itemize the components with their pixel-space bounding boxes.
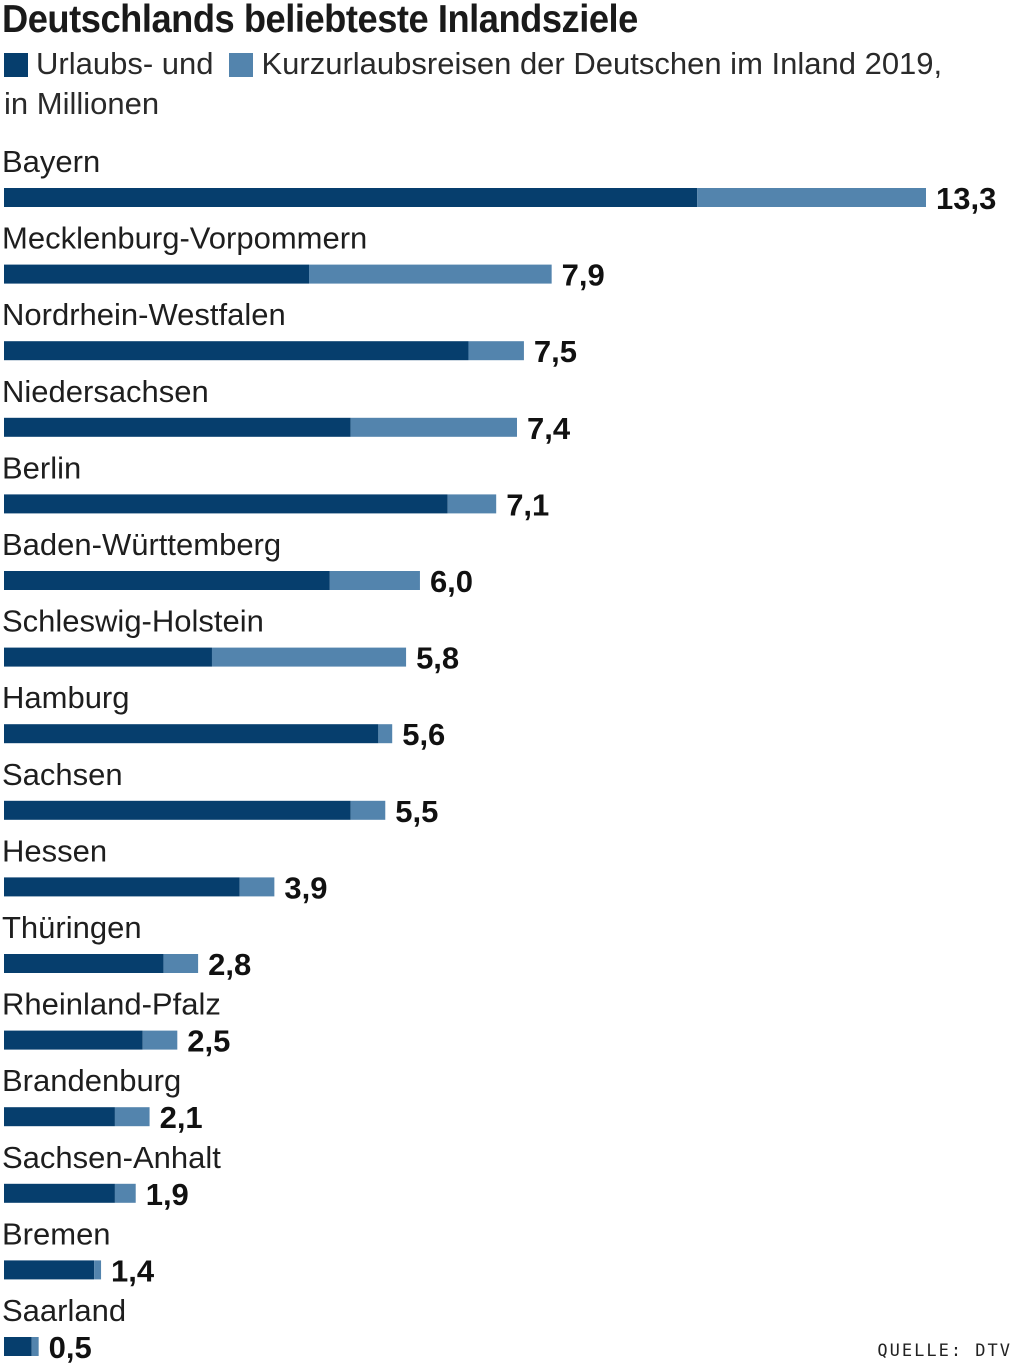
value-label-thueringen: 2,8 [208,947,251,982]
bar-urlaub-berlin [4,494,448,514]
bar-urlaub-thueringen [4,954,164,973]
category-label-bremen: Bremen [2,1216,111,1251]
bar-kurzurlaub-bayern [697,188,926,207]
bar-urlaub-bremen [4,1260,95,1280]
bar-urlaub-brandenburg [4,1107,115,1127]
bar-kurzurlaub-nordrhein-westfalen [468,341,524,361]
bar-kurzurlaub-berlin [447,494,497,514]
value-label-sachsen-anhalt: 1,9 [146,1177,189,1212]
value-label-schleswig-holstein: 5,8 [416,641,459,676]
bar-kurzurlaub-rheinland-pfalz [142,1030,178,1050]
bar-urlaub-schleswig-holstein [4,647,212,667]
value-label-nordrhein-westfalen: 7,5 [534,334,577,369]
category-label-niedersachsen: Niedersachsen [2,374,209,409]
bar-kurzurlaub-baden-wuerttemberg [329,571,420,590]
value-label-niedersachsen: 7,4 [527,411,571,446]
legend: Urlaubs- und Kurzurlaubsreisen der Deutsc… [4,44,1004,124]
legend-label-kurzurlaub: Kurzurlaubsreisen der Deutschen im Inlan… [261,46,943,81]
category-label-brandenburg: Brandenburg [2,1063,181,1098]
bar-kurzurlaub-niedersachsen [350,417,517,437]
bar-kurzurlaub-mecklenburg-vorpommern [309,264,552,284]
bar-kurzurlaub-bremen [94,1260,102,1280]
bar-urlaub-sachsen [4,800,351,820]
bar-urlaub-hamburg [4,724,379,744]
legend-item-kurzurlaub: Kurzurlaubsreisen der Deutschen im Inlan… [229,46,942,81]
bar-kurzurlaub-schleswig-holstein [211,647,407,667]
bar-kurzurlaub-thueringen [163,954,199,973]
chart-title: Deutschlands beliebteste Inlandsziele [2,0,638,41]
bar-urlaub-sachsen-anhalt [4,1183,115,1203]
category-label-thueringen: Thüringen [2,910,142,945]
bar-urlaub-bayern [4,188,698,207]
bar-kurzurlaub-saarland [31,1337,39,1356]
value-label-bremen: 1,4 [111,1253,155,1288]
category-label-nordrhein-westfalen: Nordrhein-Westfalen [2,297,286,332]
bar-kurzurlaub-hamburg [378,724,393,744]
value-label-baden-wuerttemberg: 6,0 [430,564,473,599]
legend-label-urlaub: Urlaubs- und [36,46,214,81]
category-label-saarland: Saarland [2,1293,126,1328]
value-label-saarland: 0,5 [49,1330,92,1365]
bar-urlaub-hessen [4,877,240,897]
legend-swatch-urlaub [4,53,28,77]
bar-urlaub-baden-wuerttemberg [4,571,330,590]
value-label-hamburg: 5,6 [402,717,445,752]
value-label-bayern: 13,3 [936,181,996,216]
value-label-mecklenburg-vorpommern: 7,9 [562,258,605,293]
category-label-bayern: Bayern [2,144,100,179]
bar-urlaub-mecklenburg-vorpommern [4,264,310,284]
source-note: QUELLE: DTV [877,1341,1012,1361]
legend-swatch-kurzurlaub [229,53,254,77]
value-label-hessen: 3,9 [284,870,327,905]
category-label-mecklenburg-vorpommern: Mecklenburg-Vorpommern [2,221,367,256]
legend-item-urlaub: Urlaubs- und [4,46,213,81]
bar-urlaub-saarland [4,1337,32,1356]
value-label-berlin: 7,1 [506,487,549,522]
category-label-rheinland-pfalz: Rheinland-Pfalz [2,987,221,1022]
bar-kurzurlaub-brandenburg [114,1107,150,1127]
bar-kurzurlaub-sachsen [350,800,386,820]
value-label-brandenburg: 2,1 [160,1100,203,1135]
bar-urlaub-niedersachsen [4,417,351,437]
category-label-sachsen: Sachsen [2,757,123,792]
bar-kurzurlaub-sachsen-anhalt [114,1183,136,1203]
bar-urlaub-rheinland-pfalz [4,1030,143,1050]
bar-kurzurlaub-hessen [239,877,275,897]
value-label-sachsen: 5,5 [395,794,438,829]
bar-urlaub-nordrhein-westfalen [4,341,469,361]
category-label-hessen: Hessen [2,833,107,868]
category-label-berlin: Berlin [2,450,81,485]
category-label-sachsen-anhalt: Sachsen-Anhalt [2,1140,221,1175]
category-label-hamburg: Hamburg [2,680,130,715]
value-label-rheinland-pfalz: 2,5 [187,1024,230,1059]
category-label-schleswig-holstein: Schleswig-Holstein [2,604,264,639]
category-label-baden-wuerttemberg: Baden-Württemberg [2,527,281,562]
unit-label: in Millionen [4,86,160,121]
